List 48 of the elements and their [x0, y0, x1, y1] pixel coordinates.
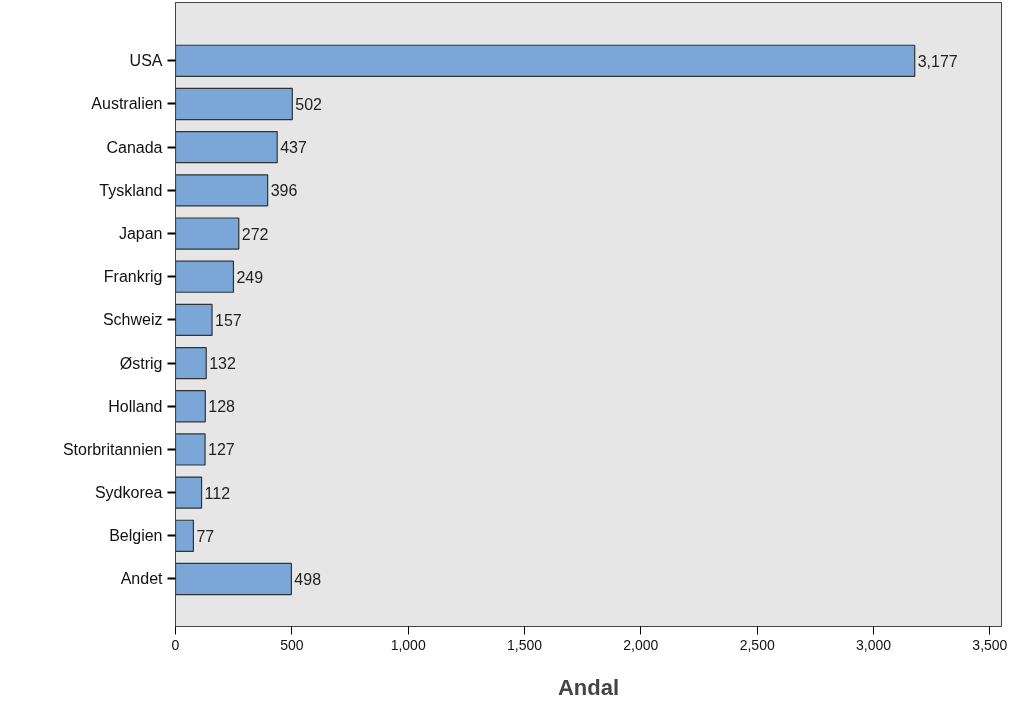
- x-tick-label: 2,000: [623, 636, 659, 653]
- bar: [175, 433, 206, 466]
- bar: [175, 44, 916, 77]
- bar: [175, 519, 195, 552]
- y-tick-label: Japan: [118, 225, 163, 243]
- data-label: 157: [215, 311, 242, 329]
- data-label: 127: [208, 441, 235, 459]
- y-tick-label: Andet: [120, 570, 164, 588]
- bar: [175, 87, 293, 121]
- bar: [175, 174, 269, 207]
- bar: [175, 217, 240, 250]
- x-tick-label: 1,500: [507, 636, 543, 653]
- bar: [175, 476, 203, 509]
- x-tick-label: 0: [171, 636, 180, 653]
- data-label: 502: [295, 95, 323, 113]
- x-tick-label: 3,500: [972, 636, 1008, 653]
- bar: [175, 346, 207, 380]
- data-label: 272: [241, 225, 269, 243]
- data-label: 396: [270, 182, 298, 200]
- bar: [175, 131, 278, 164]
- bar: [175, 562, 292, 596]
- y-tick-label: Belgien: [109, 527, 163, 545]
- x-tick-label: 3,000: [856, 636, 892, 653]
- y-tick-label: Australien: [91, 95, 163, 113]
- data-label: 437: [280, 139, 307, 157]
- y-tick-label: Storbritannien: [62, 440, 163, 458]
- y-tick-label: Østrig: [119, 354, 163, 372]
- x-axis-title: Andal: [557, 674, 620, 700]
- data-label: 112: [204, 484, 231, 502]
- bar: [175, 260, 235, 293]
- y-tick-label: Tyskland: [99, 181, 163, 199]
- y-tick-label: USA: [129, 52, 163, 70]
- y-tick-label: Frankrig: [103, 268, 163, 286]
- data-label: 249: [236, 268, 264, 286]
- x-tick-label: 500: [280, 636, 304, 653]
- data-label: 77: [196, 527, 215, 545]
- y-tick-label: Schweiz: [102, 311, 163, 329]
- bar: [175, 303, 213, 337]
- bar: [175, 390, 206, 423]
- data-label: 132: [209, 355, 237, 373]
- x-tick-label: 2,500: [739, 636, 775, 653]
- data-label: 3,177: [917, 52, 958, 70]
- y-tick-label: Sydkorea: [94, 484, 163, 502]
- x-tick-label: 1,000: [390, 636, 426, 653]
- y-tick-label: Canada: [106, 138, 163, 156]
- y-tick-label: Holland: [108, 397, 163, 415]
- data-label: 498: [294, 571, 322, 588]
- data-label: 128: [208, 398, 236, 416]
